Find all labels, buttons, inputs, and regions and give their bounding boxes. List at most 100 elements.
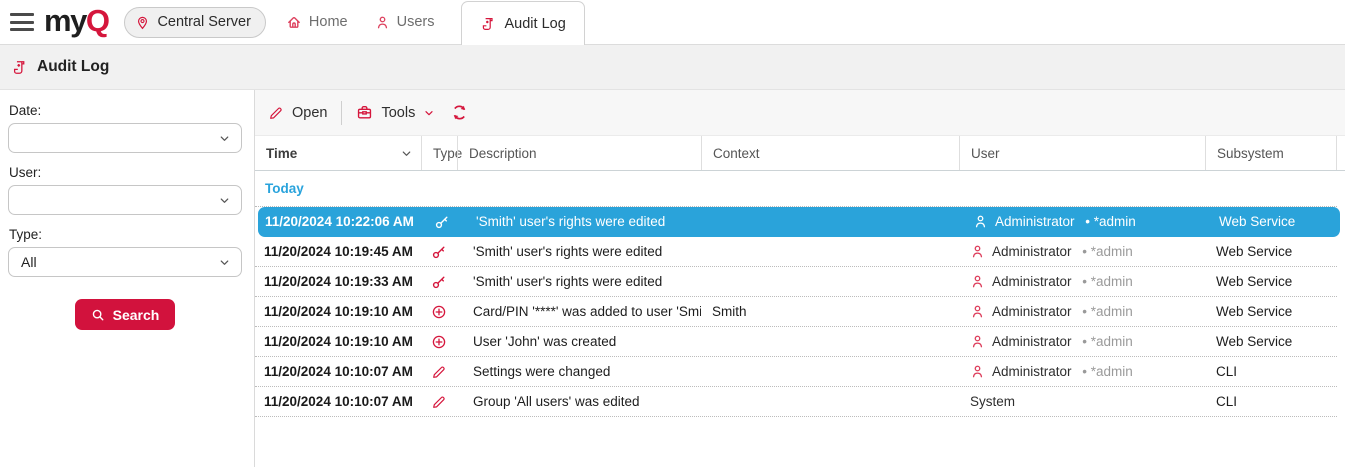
audit-log-panel: Open Tools Time bbox=[255, 90, 1345, 467]
user-icon bbox=[970, 304, 985, 319]
row-description: Card/PIN '****' was added to user 'Smith… bbox=[473, 304, 701, 319]
column-header-time[interactable]: Time bbox=[255, 136, 421, 170]
key-icon bbox=[421, 237, 457, 266]
column-header-subsystem[interactable]: Subsystem bbox=[1205, 136, 1337, 170]
myq-logo: myQ bbox=[44, 3, 110, 38]
row-context bbox=[701, 267, 959, 296]
table-row[interactable]: 11/20/2024 10:19:33 AM 'Smith' user's rig… bbox=[255, 267, 1337, 297]
row-description: 'Smith' user's rights were edited bbox=[476, 214, 666, 229]
tools-button[interactable]: Tools bbox=[354, 100, 437, 125]
row-time: 11/20/2024 10:19:10 AM bbox=[264, 304, 413, 319]
row-user: Administrator • *admin bbox=[959, 327, 1205, 356]
table-body: 11/20/2024 10:22:06 AM 'Smith' user's rig… bbox=[255, 207, 1345, 417]
row-subsystem: Web Service bbox=[1216, 304, 1293, 319]
central-server-button[interactable]: Central Server bbox=[124, 6, 266, 38]
tab-audit-log[interactable]: Audit Log bbox=[461, 1, 585, 45]
main-nav: Home Users Audit Log bbox=[286, 0, 585, 45]
row-user: Administrator • *admin bbox=[959, 357, 1205, 386]
table-row[interactable]: 11/20/2024 10:10:07 AM Settings were chan… bbox=[255, 357, 1337, 387]
column-header-context[interactable]: Context bbox=[701, 136, 959, 170]
refresh-button[interactable] bbox=[449, 100, 470, 125]
row-context bbox=[701, 387, 959, 416]
row-context bbox=[701, 357, 959, 386]
table-row[interactable]: 11/20/2024 10:22:06 AM 'Smith' user's rig… bbox=[258, 207, 1340, 237]
search-icon bbox=[91, 308, 105, 322]
server-label: Central Server bbox=[157, 14, 251, 30]
row-context bbox=[701, 237, 959, 266]
nav-item-home[interactable]: Home bbox=[286, 14, 348, 30]
row-time: 11/20/2024 10:19:33 AM bbox=[264, 274, 413, 289]
key-icon bbox=[424, 207, 460, 236]
column-header-type[interactable]: Type bbox=[421, 136, 462, 170]
table-row[interactable]: 11/20/2024 10:19:10 AM User 'John' was cr… bbox=[255, 327, 1337, 357]
row-time: 11/20/2024 10:10:07 AM bbox=[264, 364, 413, 379]
location-pin-icon bbox=[135, 15, 150, 30]
row-time: 11/20/2024 10:19:10 AM bbox=[264, 334, 413, 349]
row-subsystem: Web Service bbox=[1216, 334, 1293, 349]
open-button[interactable]: Open bbox=[266, 101, 329, 125]
row-description: 'Smith' user's rights were edited bbox=[473, 244, 663, 259]
row-description: User 'John' was created bbox=[473, 334, 617, 349]
row-user: Administrator • *admin bbox=[962, 207, 1208, 236]
type-select-value: All bbox=[21, 254, 37, 270]
user-select[interactable] bbox=[8, 185, 242, 215]
row-user: System bbox=[970, 394, 1016, 409]
filter-sidebar: Date: User: Type: All Search bbox=[0, 90, 255, 467]
row-subsystem: CLI bbox=[1216, 394, 1238, 409]
chevron-down-icon bbox=[218, 132, 231, 145]
row-subsystem: Web Service bbox=[1216, 244, 1293, 259]
user-icon bbox=[970, 244, 985, 259]
user-icon bbox=[970, 334, 985, 349]
audit-table: Time Type Description Context User Subsy… bbox=[255, 136, 1345, 417]
date-label: Date: bbox=[9, 103, 42, 118]
row-context: Smith bbox=[712, 304, 747, 319]
table-row[interactable]: 11/20/2024 10:10:07 AM Group 'All users' … bbox=[255, 387, 1337, 417]
sort-chevron-icon[interactable] bbox=[400, 147, 413, 160]
row-user: Administrator • *admin bbox=[959, 297, 1205, 326]
user-icon bbox=[973, 214, 988, 229]
nav-item-users[interactable]: Users bbox=[375, 14, 434, 30]
row-time: 11/20/2024 10:10:07 AM bbox=[264, 394, 413, 409]
table-row[interactable]: 11/20/2024 10:19:10 AM Card/PIN '****' wa… bbox=[255, 297, 1337, 327]
plus-circle-icon bbox=[421, 297, 457, 326]
table-row[interactable]: 11/20/2024 10:19:45 AM 'Smith' user's rig… bbox=[255, 237, 1337, 267]
row-subsystem: Web Service bbox=[1219, 214, 1296, 229]
pencil-icon bbox=[268, 105, 284, 121]
row-subsystem: Web Service bbox=[1216, 274, 1293, 289]
user-icon bbox=[375, 15, 390, 30]
audit-log-icon bbox=[480, 16, 496, 32]
page-title-bar: Audit Log bbox=[0, 45, 1345, 90]
top-navbar: myQ Central Server Home Users Audit Log bbox=[0, 0, 1345, 45]
row-context bbox=[701, 327, 959, 356]
chevron-down-icon bbox=[218, 194, 231, 207]
user-label: User: bbox=[9, 165, 42, 180]
table-header: Time Type Description Context User Subsy… bbox=[255, 136, 1345, 171]
row-user: Administrator • *admin bbox=[959, 267, 1205, 296]
pencil-icon bbox=[421, 357, 457, 386]
pencil-icon bbox=[421, 387, 457, 416]
row-description: Group 'All users' was edited bbox=[473, 394, 640, 409]
plus-circle-icon bbox=[421, 327, 457, 356]
toolbar: Open Tools bbox=[255, 90, 1345, 136]
row-time: 11/20/2024 10:22:06 AM bbox=[265, 214, 414, 229]
row-context bbox=[704, 207, 962, 236]
chevron-down-icon bbox=[423, 107, 435, 119]
key-icon bbox=[421, 267, 457, 296]
search-button[interactable]: Search bbox=[74, 299, 176, 330]
toolbar-divider bbox=[341, 100, 343, 125]
user-icon bbox=[970, 364, 985, 379]
type-select[interactable]: All bbox=[8, 247, 242, 277]
row-description: 'Smith' user's rights were edited bbox=[473, 274, 663, 289]
row-description: Settings were changed bbox=[473, 364, 611, 379]
column-header-description[interactable]: Description bbox=[457, 136, 701, 170]
chevron-down-icon bbox=[218, 256, 231, 269]
row-time: 11/20/2024 10:19:45 AM bbox=[264, 244, 413, 259]
date-select[interactable] bbox=[8, 123, 242, 153]
column-header-user[interactable]: User bbox=[959, 136, 1205, 170]
group-header-today: Today bbox=[255, 171, 1337, 207]
type-label: Type: bbox=[9, 227, 43, 242]
refresh-icon bbox=[451, 104, 468, 121]
menu-icon[interactable] bbox=[10, 13, 34, 31]
audit-log-icon bbox=[11, 59, 28, 76]
home-icon bbox=[286, 14, 302, 30]
